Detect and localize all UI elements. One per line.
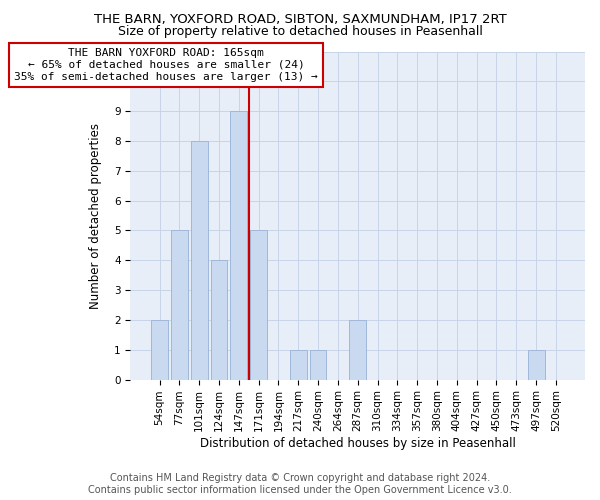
- Y-axis label: Number of detached properties: Number of detached properties: [89, 122, 102, 308]
- Bar: [171, 230, 188, 380]
- Bar: [290, 350, 307, 380]
- Text: Size of property relative to detached houses in Peasenhall: Size of property relative to detached ho…: [118, 25, 482, 38]
- Bar: [151, 320, 168, 380]
- Bar: [250, 230, 267, 380]
- Bar: [211, 260, 227, 380]
- X-axis label: Distribution of detached houses by size in Peasenhall: Distribution of detached houses by size …: [200, 437, 515, 450]
- Text: THE BARN, YOXFORD ROAD, SIBTON, SAXMUNDHAM, IP17 2RT: THE BARN, YOXFORD ROAD, SIBTON, SAXMUNDH…: [94, 12, 506, 26]
- Bar: [191, 141, 208, 380]
- Bar: [349, 320, 366, 380]
- Text: THE BARN YOXFORD ROAD: 165sqm
← 65% of detached houses are smaller (24)
35% of s: THE BARN YOXFORD ROAD: 165sqm ← 65% of d…: [14, 48, 318, 82]
- Bar: [310, 350, 326, 380]
- Bar: [527, 350, 545, 380]
- Text: Contains HM Land Registry data © Crown copyright and database right 2024.
Contai: Contains HM Land Registry data © Crown c…: [88, 474, 512, 495]
- Bar: [230, 111, 247, 380]
